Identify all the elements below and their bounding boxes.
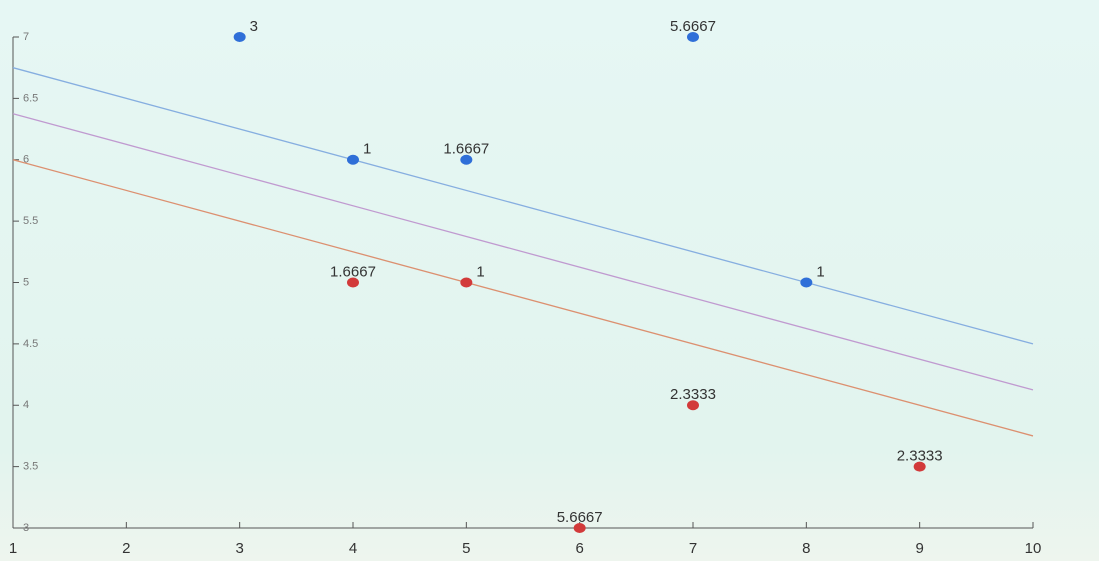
point-label: 1	[476, 263, 484, 280]
point-label: 5.6667	[670, 18, 716, 35]
y-tick-label: 5.5	[23, 215, 38, 227]
point	[573, 523, 586, 533]
y-tick-label: 6	[23, 154, 29, 166]
point-label: 1.6667	[443, 141, 489, 158]
y-tick-label: 3	[23, 522, 29, 534]
point	[913, 461, 926, 472]
point	[687, 32, 699, 42]
y-tick-label: 5	[23, 276, 29, 288]
y-tick-label: 4	[23, 399, 29, 411]
y-tick-label: 3.5	[23, 461, 38, 473]
x-tick-label: 4	[349, 540, 357, 557]
x-tick-label: 3	[235, 540, 243, 557]
x-tick-label: 2	[122, 540, 130, 557]
point-label: 1.6667	[330, 263, 376, 280]
boundary-line	[12, 67, 1034, 345]
point-label: 2.3333	[670, 386, 716, 403]
y-tick-label: 4.5	[23, 338, 38, 350]
point-label: 5.6667	[557, 509, 603, 526]
y-tick-label: 6.5	[23, 92, 38, 104]
boundary-line	[12, 113, 1034, 391]
point	[800, 277, 813, 288]
x-tick-label: 5	[462, 540, 470, 557]
x-tick-label: 10	[1025, 540, 1042, 557]
point-label: 2.3333	[897, 448, 943, 465]
boundary-line	[12, 159, 1034, 437]
point	[233, 32, 246, 42]
point-label: 1	[363, 141, 371, 158]
x-tick-label: 8	[802, 540, 810, 557]
point	[687, 400, 699, 411]
point	[460, 277, 473, 288]
point-label: 3	[250, 18, 258, 35]
point	[347, 277, 359, 288]
x-tick-label: 6	[575, 540, 583, 557]
y-tick-label: 7	[23, 31, 29, 43]
point-label: 1	[816, 263, 824, 280]
x-tick-label: 1	[9, 540, 17, 557]
x-tick-label: 7	[689, 540, 697, 557]
x-tick-label: 9	[915, 540, 923, 557]
point	[347, 154, 359, 165]
point	[460, 154, 473, 165]
